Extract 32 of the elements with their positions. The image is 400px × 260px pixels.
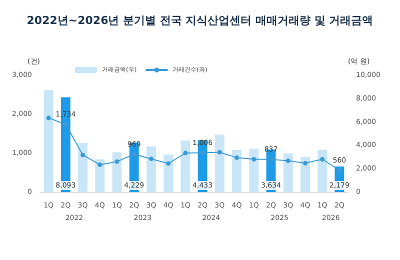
point [63,122,68,127]
point [46,116,51,120]
bar [249,148,259,192]
bar [283,153,293,192]
chart-title: 2022년~2026년 분기별 전국 지식산업센터 매매거래량 및 거래금액 [26,14,374,27]
point [302,160,308,166]
point [98,162,102,167]
bar [146,146,156,192]
bar [232,150,242,192]
point [148,156,154,162]
point [234,155,240,160]
bar [95,159,105,192]
point [166,161,171,166]
bar [300,156,310,192]
bar [318,150,328,192]
point [252,156,256,162]
bar [112,152,122,192]
point [80,152,86,158]
point [132,152,136,156]
point [320,156,325,162]
point [200,150,205,156]
point [183,150,188,156]
bar [180,140,190,192]
bar [214,134,224,192]
point [268,157,274,162]
point [217,150,222,154]
bar [44,90,54,192]
point [114,159,120,164]
point [286,158,290,164]
bar [164,154,174,192]
point [337,168,342,172]
bar [78,142,88,192]
